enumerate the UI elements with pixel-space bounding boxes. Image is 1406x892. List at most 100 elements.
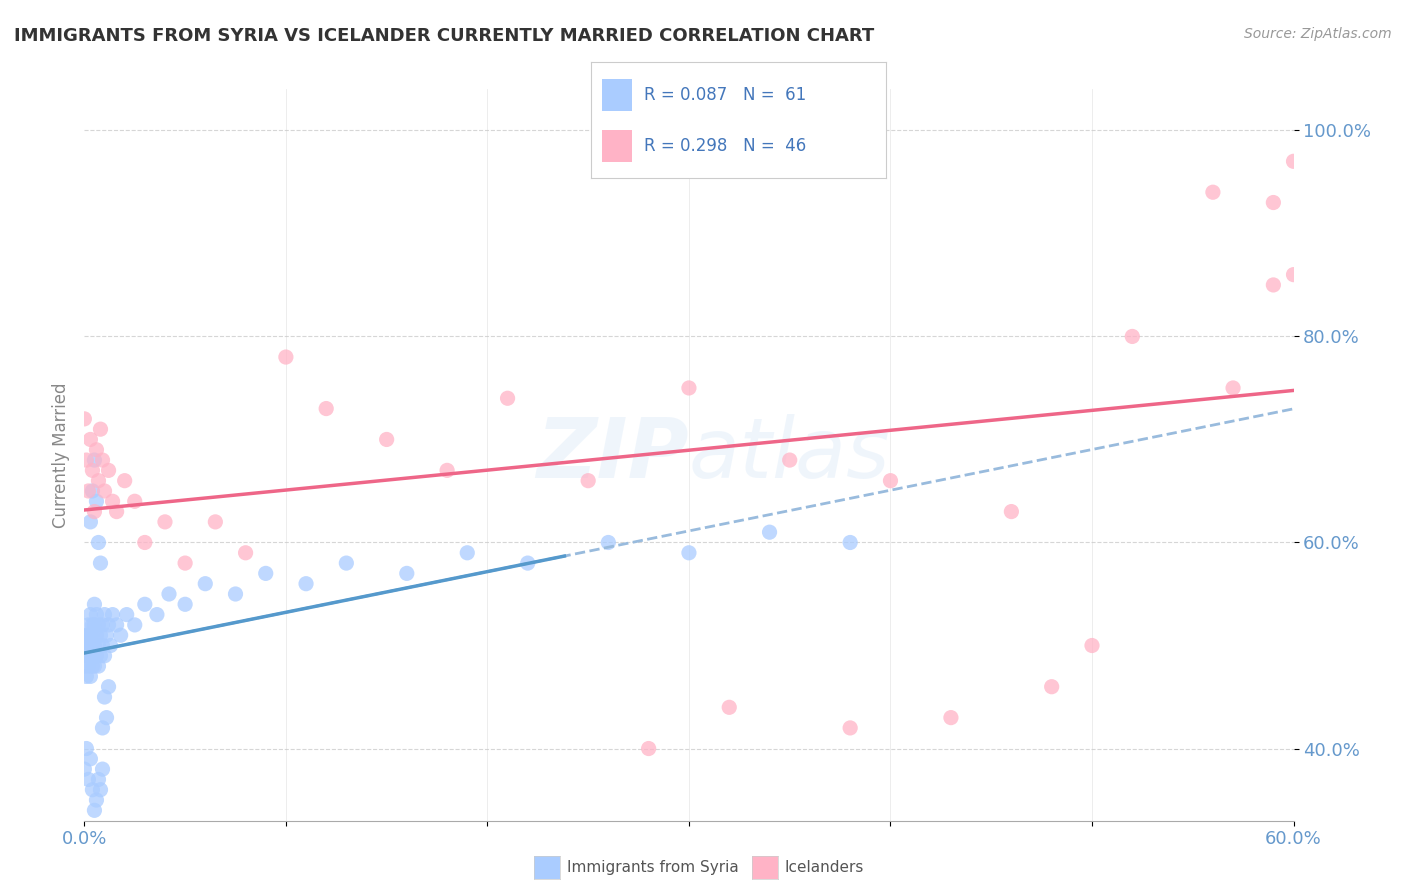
Point: [1222, 381, 1244, 395]
Point: [939, 711, 962, 725]
Point: [146, 607, 169, 622]
Point: [82, 463, 104, 477]
Point: [105, 505, 128, 519]
Point: [93, 690, 115, 704]
Point: [93, 607, 115, 622]
Point: [1040, 680, 1063, 694]
Point: [758, 525, 780, 540]
Point: [89, 422, 111, 436]
Point: [110, 628, 132, 642]
Point: [86, 494, 108, 508]
Point: [96, 628, 118, 642]
Point: [83, 659, 105, 673]
Point: [115, 607, 138, 622]
Point: [1081, 639, 1104, 653]
Point: [1000, 505, 1022, 519]
Text: Source: ZipAtlas.com: Source: ZipAtlas.com: [1244, 27, 1392, 41]
Point: [82, 628, 104, 642]
Point: [79, 628, 101, 642]
Point: [91, 639, 114, 653]
Text: ZIP: ZIP: [536, 415, 689, 495]
Point: [82, 639, 104, 653]
Point: [79, 515, 101, 529]
Point: [79, 669, 101, 683]
Point: [105, 618, 128, 632]
Point: [157, 587, 180, 601]
Point: [274, 350, 297, 364]
Text: Immigrants from Syria: Immigrants from Syria: [567, 861, 738, 875]
Point: [89, 782, 111, 797]
Point: [79, 433, 101, 447]
Point: [93, 483, 115, 498]
Point: [86, 442, 108, 457]
Point: [89, 628, 111, 642]
Point: [1282, 154, 1305, 169]
Point: [77, 483, 100, 498]
Point: [75, 639, 97, 653]
Point: [79, 752, 101, 766]
Point: [375, 433, 398, 447]
Point: [153, 515, 176, 529]
Point: [124, 494, 146, 508]
Point: [516, 556, 538, 570]
Point: [91, 762, 114, 776]
Point: [75, 669, 97, 683]
Point: [93, 648, 115, 663]
Point: [83, 597, 105, 611]
Point: [79, 607, 101, 622]
Point: [73, 639, 96, 653]
Point: [89, 556, 111, 570]
Point: [335, 556, 357, 570]
Point: [82, 659, 104, 673]
Point: [82, 648, 104, 663]
Point: [718, 700, 741, 714]
Point: [77, 648, 100, 663]
Point: [97, 463, 120, 477]
Point: [134, 597, 156, 611]
Point: [87, 618, 110, 632]
Point: [395, 566, 418, 581]
Bar: [602, 129, 631, 162]
Point: [101, 494, 124, 508]
Point: [97, 618, 120, 632]
Point: [83, 505, 105, 519]
Point: [779, 453, 801, 467]
Point: [75, 453, 97, 467]
Text: atlas: atlas: [689, 415, 890, 495]
Point: [1202, 185, 1225, 199]
Point: [456, 546, 478, 560]
Point: [86, 607, 108, 622]
Point: [87, 474, 110, 488]
Point: [436, 463, 458, 477]
Point: [96, 711, 118, 725]
Text: R = 0.298   N =  46: R = 0.298 N = 46: [644, 137, 806, 155]
Point: [73, 412, 96, 426]
Text: IMMIGRANTS FROM SYRIA VS ICELANDER CURRENTLY MARRIED CORRELATION CHART: IMMIGRANTS FROM SYRIA VS ICELANDER CURRE…: [14, 27, 875, 45]
Point: [91, 453, 114, 467]
Point: [83, 639, 105, 653]
Point: [235, 546, 257, 560]
Point: [225, 587, 247, 601]
Point: [86, 793, 108, 807]
Point: [124, 618, 146, 632]
Point: [77, 659, 100, 673]
Point: [879, 474, 901, 488]
Point: [315, 401, 337, 416]
Point: [86, 628, 108, 642]
Point: [87, 772, 110, 787]
Point: [87, 639, 110, 653]
Point: [77, 639, 100, 653]
Text: Icelanders: Icelanders: [785, 861, 863, 875]
Point: [174, 556, 197, 570]
Point: [839, 721, 862, 735]
Point: [1263, 277, 1285, 292]
Point: [101, 607, 124, 622]
Point: [678, 381, 700, 395]
Point: [97, 680, 120, 694]
Point: [83, 453, 105, 467]
Point: [254, 566, 277, 581]
Point: [1282, 268, 1305, 282]
Point: [496, 391, 519, 405]
Point: [598, 535, 620, 549]
Point: [134, 535, 156, 549]
